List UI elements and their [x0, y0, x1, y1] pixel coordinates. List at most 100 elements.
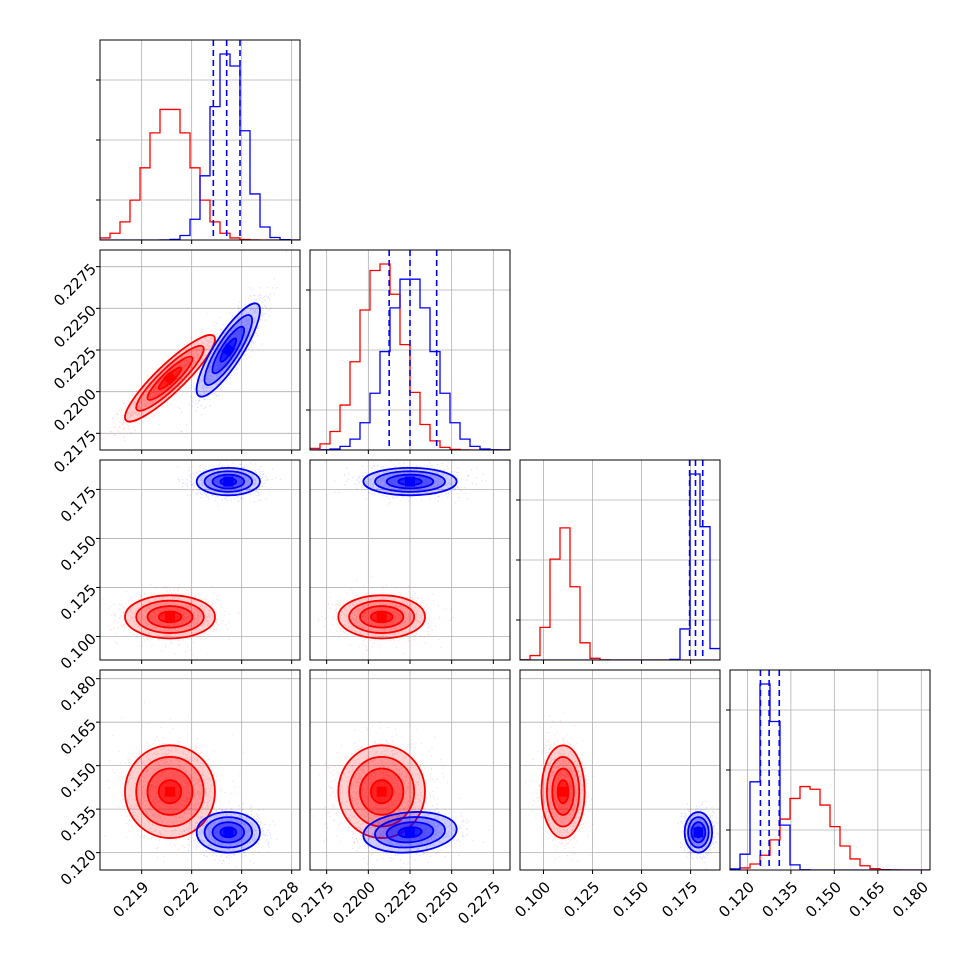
histogram-red [730, 785, 930, 870]
y-tick-label: 0.2175 [50, 427, 100, 477]
contour-line [219, 337, 238, 363]
x-tick-label: 0.150 [802, 878, 845, 921]
contour-line [124, 744, 216, 839]
contour-line [551, 767, 575, 816]
panel-2-1 [309, 459, 511, 664]
contour-line [374, 470, 446, 493]
x-tick-label: 0.2250 [413, 878, 463, 928]
x-tick-label: 0.165 [845, 878, 888, 921]
contour-line [195, 466, 261, 497]
contour-line [124, 334, 216, 423]
y-tick-label: 0.125 [57, 581, 100, 624]
contour-line [687, 816, 710, 849]
density-peak [558, 786, 569, 797]
panel-2-0: 0.100 0.125 0.150 0.175 [57, 459, 301, 673]
contour-line [556, 779, 570, 805]
contour-line [690, 821, 707, 844]
contour-line [195, 811, 261, 854]
contour-line [135, 344, 205, 412]
panel-content [317, 460, 487, 655]
y-tick-label: 0.150 [57, 532, 100, 575]
panel-content [102, 460, 282, 656]
x-tick-label: 0.175 [658, 878, 701, 921]
panel-content [100, 701, 278, 870]
contour-line [683, 811, 714, 854]
histogram-red [100, 108, 300, 240]
density-peak [404, 826, 416, 838]
x-tick-label: 0.135 [759, 878, 802, 921]
density-peak [405, 476, 415, 487]
contour-line [385, 821, 435, 844]
density-peak [165, 611, 175, 622]
panel-frame [99, 459, 301, 661]
histogram-blue [520, 473, 720, 660]
panel-0-0 [96, 39, 301, 244]
x-tick-label: 0.225 [209, 878, 252, 921]
contour-line [157, 366, 183, 391]
y-tick-label: 0.150 [57, 759, 100, 802]
contour-line [385, 473, 435, 490]
density-peak [376, 611, 387, 622]
contour-line [397, 826, 423, 839]
contour-line [694, 826, 703, 839]
y-tick-label: 0.2275 [50, 260, 100, 310]
y-tick-label: 0.2200 [50, 385, 100, 435]
y-tick-label: 0.135 [57, 802, 100, 845]
x-tick-label: 0.2225 [371, 878, 421, 928]
histogram-red [520, 527, 720, 660]
density-peak [221, 343, 236, 357]
panel-content [520, 460, 720, 660]
density-peak [164, 786, 175, 797]
panel-frame [99, 669, 301, 871]
contour-line [203, 470, 253, 493]
y-tick-label: 0.175 [57, 483, 100, 526]
contour-line [397, 477, 423, 486]
contour-line [369, 779, 394, 805]
x-tick-label: 0.2275 [454, 878, 504, 928]
panel-content [312, 721, 490, 868]
contour-line [211, 473, 246, 490]
contour-line [337, 594, 426, 640]
contour-line [157, 610, 183, 624]
panel-3-3: 0.120 0.135 0.150 0.165 0.180 [715, 669, 932, 921]
contour-line [545, 756, 581, 828]
x-tick-label: 0.125 [560, 878, 603, 921]
y-tick-label: 0.165 [57, 715, 100, 758]
contour-line [362, 466, 458, 497]
density-peak [223, 827, 234, 838]
contour-line [195, 302, 261, 398]
panel-content [524, 712, 720, 870]
contour-line [146, 767, 194, 816]
contour-line [359, 605, 405, 629]
contour-line [135, 756, 205, 828]
contour-line [359, 767, 405, 816]
contour-line [362, 811, 458, 854]
contour-line [540, 744, 586, 840]
x-tick-label: 0.120 [715, 878, 758, 921]
panel-frame [519, 669, 721, 871]
x-tick-label: 0.219 [109, 878, 152, 921]
contour-line [124, 594, 216, 640]
y-tick-label: 0.100 [57, 630, 100, 673]
contour-line [374, 816, 446, 849]
x-tick-label: 0.2200 [329, 878, 379, 928]
panel-3-2: 0.100 0.125 0.150 0.175 [511, 669, 721, 921]
contour-line [348, 599, 416, 634]
x-tick-label: 0.100 [511, 878, 554, 921]
contour-line [337, 744, 426, 839]
x-tick-label: 0.150 [609, 878, 652, 921]
contour-line [146, 605, 194, 629]
contour-line [203, 314, 253, 386]
panel-2-2 [516, 459, 721, 664]
contour-line [369, 610, 394, 624]
contour-line [203, 816, 253, 849]
y-tick-label: 0.120 [57, 846, 100, 889]
contour-line [135, 599, 205, 634]
contour-line [146, 355, 194, 401]
contour-line [211, 821, 246, 844]
panel-1-1 [306, 249, 511, 454]
contour-line [348, 755, 416, 828]
